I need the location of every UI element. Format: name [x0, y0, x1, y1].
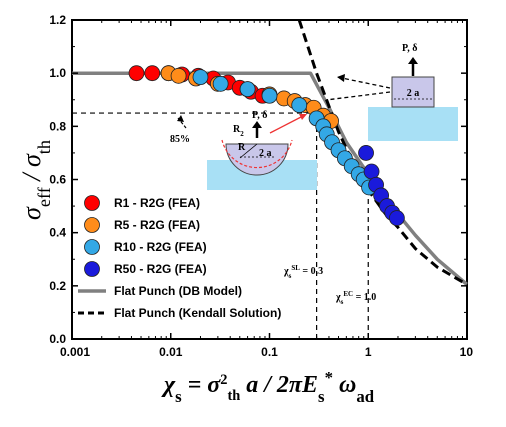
marker-r10	[261, 87, 278, 104]
sphere-cap	[225, 143, 289, 176]
legend-label: R1 - R2G (FEA)	[114, 196, 200, 210]
punch-width-label: 2 a	[407, 88, 420, 99]
sphere-radius2-label: R2	[233, 124, 244, 138]
marker-r5	[170, 67, 187, 84]
sphere-width-label: 2 a	[259, 148, 272, 159]
x-tick-label: 1	[365, 345, 372, 359]
marker-r10	[239, 81, 256, 98]
flat-punch-block	[391, 76, 435, 108]
pct-pointer-arrowhead	[177, 115, 184, 122]
annotations: 85% χsSL = 0.3 χsEC = 1.0	[170, 115, 376, 306]
marker-r10	[192, 69, 209, 86]
legend: R1 - R2G (FEA) R5 - R2G (FEA) R10 - R2G (F…	[78, 195, 281, 320]
legend-marker-r50	[84, 261, 100, 277]
marker-r50	[358, 145, 374, 161]
sphere-radius-label: R	[238, 142, 246, 153]
y-tick-label: 0.2	[49, 279, 66, 293]
sphere-outer-profile	[221, 139, 293, 169]
marker-r50	[363, 163, 380, 180]
legend-label: R5 - R2G (FEA)	[114, 218, 200, 232]
inset-pointer-arrowhead	[337, 74, 345, 82]
inset-pointer-dbmodel	[336, 76, 391, 89]
inset-pointer-kendall	[325, 91, 391, 101]
x-tick-label: 10	[460, 345, 474, 359]
y-tick-label: 1.2	[49, 13, 66, 27]
legend-marker-r10	[84, 239, 100, 255]
y-tick-label: 0.0	[49, 332, 66, 346]
x-tick-label: 0.01	[159, 345, 183, 359]
substrate-flat-punch	[368, 107, 458, 141]
sphere-load-arrowhead	[252, 121, 262, 128]
marker-r10	[291, 97, 308, 113]
chi-ec-label: χsEC = 1.0	[335, 290, 376, 306]
line-kendall-solution	[297, 19, 468, 286]
punch-load-arrowhead	[408, 57, 418, 64]
marker-r50	[388, 210, 405, 226]
axis-labels: σeff / σth χs = σ2th a / 2πEs* ωad	[17, 140, 375, 405]
pct-label: 85%	[170, 134, 190, 145]
x-tick-label: 0.001	[60, 345, 90, 359]
legend-marker-r1	[84, 195, 100, 211]
sphere-pointer-line	[269, 115, 304, 134]
marker-r10	[212, 75, 229, 92]
y-tick-label: 0.8	[49, 119, 66, 133]
sphere-radius-line	[239, 143, 258, 159]
legend-marker-r5	[84, 217, 100, 233]
y-axis-label: σeff / σth	[17, 140, 54, 220]
sphere-pointer-arrowhead	[299, 114, 307, 120]
legend-label: R50 - R2G (FEA)	[114, 262, 207, 276]
schematic-insets: P, δ 2 a P, δ R R2 2 a	[207, 43, 458, 190]
sphere-load-label: P, δ	[252, 110, 267, 121]
y-tick-label: 1.0	[49, 66, 66, 80]
marker-r1	[144, 65, 161, 82]
x-axis-label: χs = σ2th a / 2πEs* ωad	[161, 368, 375, 406]
chi-sl-label: χsSL = 0.3	[283, 264, 323, 280]
legend-label: Flat Punch (DB Model)	[114, 284, 242, 298]
legend-label: R10 - R2G (FEA)	[114, 240, 207, 254]
x-tick-label: 0.1	[261, 345, 278, 359]
axis-ticks: 0.0 0.2 0.4 0.6 0.8 1.0 1.2 0.001 0.01 0.1 1 10	[49, 13, 473, 359]
reference-lines	[72, 112, 369, 339]
y-tick-label: 0.4	[49, 226, 66, 240]
marker-r1	[128, 65, 145, 82]
y-tick-label: 0.6	[49, 173, 66, 187]
legend-label: Flat Punch (Kendall Solution)	[114, 306, 281, 320]
punch-load-label: P, δ	[402, 43, 417, 54]
fea-markers	[128, 65, 405, 226]
